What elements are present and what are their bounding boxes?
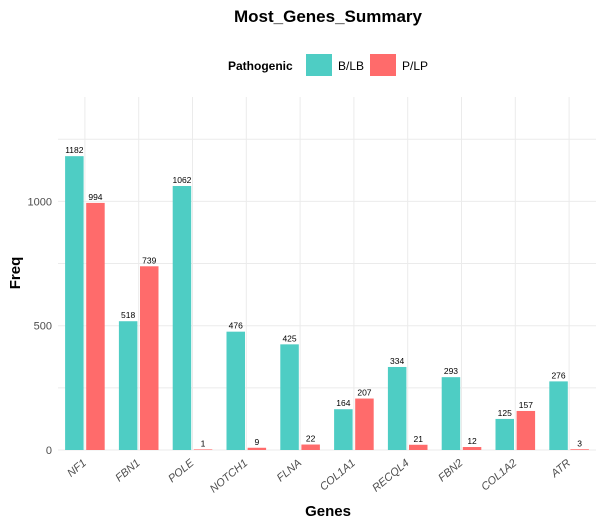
data-label: 3 bbox=[577, 438, 582, 448]
y-axis-title: Freq bbox=[7, 257, 24, 290]
data-label: 22 bbox=[306, 434, 316, 444]
x-tick-label: RECQL4 bbox=[370, 457, 411, 494]
legend-title: Pathogenic bbox=[228, 59, 293, 73]
x-tick-label: COL1A1 bbox=[318, 457, 358, 493]
data-label: 21 bbox=[414, 434, 424, 444]
data-label: 476 bbox=[229, 321, 243, 331]
bar-series-2 bbox=[355, 398, 374, 450]
bar-series-2 bbox=[409, 444, 428, 450]
data-label: 9 bbox=[254, 437, 259, 447]
bar-series-2 bbox=[193, 449, 213, 450]
legend-key-series-2 bbox=[370, 54, 396, 76]
bar-series-1 bbox=[118, 321, 138, 450]
x-axis-title: Genes bbox=[305, 503, 351, 520]
bar-series-2 bbox=[247, 447, 267, 450]
data-label: 739 bbox=[142, 255, 156, 265]
data-label: 207 bbox=[357, 388, 371, 398]
bar-series-1 bbox=[65, 156, 84, 450]
y-tick-label: 500 bbox=[34, 321, 52, 333]
data-label: 125 bbox=[498, 408, 512, 418]
data-label: 276 bbox=[551, 370, 565, 380]
x-tick-label: ATR bbox=[548, 457, 573, 480]
data-label: 1062 bbox=[172, 175, 191, 185]
bar-series-1 bbox=[549, 381, 568, 450]
data-label: 157 bbox=[519, 400, 533, 410]
bar-series-1 bbox=[172, 185, 192, 450]
x-tick-label: COL1A2 bbox=[479, 457, 519, 493]
x-tick-label: POLE bbox=[166, 457, 197, 485]
bar-series-2 bbox=[462, 447, 482, 450]
legend-label-series-2: P/LP bbox=[402, 59, 428, 73]
data-label: 425 bbox=[282, 333, 296, 343]
data-label: 12 bbox=[467, 436, 477, 446]
data-label: 334 bbox=[390, 356, 404, 366]
x-tick-label: FLNA bbox=[275, 457, 304, 484]
bar-series-2 bbox=[516, 410, 536, 450]
data-label: 994 bbox=[88, 192, 102, 202]
legend: Pathogenic B/LB P/LP bbox=[228, 54, 428, 76]
chart-title: Most_Genes_Summary bbox=[234, 7, 423, 26]
y-axis-ticks: 0 500 1000 bbox=[28, 196, 52, 457]
grid bbox=[58, 97, 596, 451]
data-label: 1182 bbox=[65, 145, 84, 155]
x-tick-label: FBN2 bbox=[436, 457, 465, 484]
data-labels: 1182 994 518 739 1062 1 476 9 425 22 164 207 334 21 29… bbox=[65, 145, 582, 448]
y-tick-label: 0 bbox=[46, 445, 52, 457]
bar-series-2 bbox=[570, 449, 589, 450]
x-tick-label: NF1 bbox=[65, 457, 89, 480]
legend-key-series-1 bbox=[306, 54, 332, 76]
x-axis-ticks: NF1 FBN1 POLE NOTCH1 FLNA COL1A1 RECQL4 FBN2 COL… bbox=[65, 457, 573, 496]
bar-series-1 bbox=[334, 409, 353, 450]
bar-series-1 bbox=[441, 377, 461, 450]
data-label: 164 bbox=[336, 398, 350, 408]
bar-series-1 bbox=[280, 344, 299, 450]
data-label: 293 bbox=[444, 366, 458, 376]
bar-series-2 bbox=[301, 444, 320, 450]
bars bbox=[65, 156, 589, 450]
bar-series-1 bbox=[495, 418, 514, 450]
bar-series-1 bbox=[387, 366, 407, 450]
x-tick-label: NOTCH1 bbox=[208, 457, 250, 495]
bar-series-2 bbox=[86, 202, 105, 450]
data-label: 1 bbox=[201, 438, 206, 448]
bar-series-2 bbox=[140, 266, 159, 450]
legend-label-series-1: B/LB bbox=[338, 59, 364, 73]
y-tick-label: 1000 bbox=[28, 196, 52, 208]
bar-series-1 bbox=[226, 331, 245, 450]
x-tick-label: FBN1 bbox=[113, 457, 142, 484]
data-label: 518 bbox=[121, 310, 135, 320]
